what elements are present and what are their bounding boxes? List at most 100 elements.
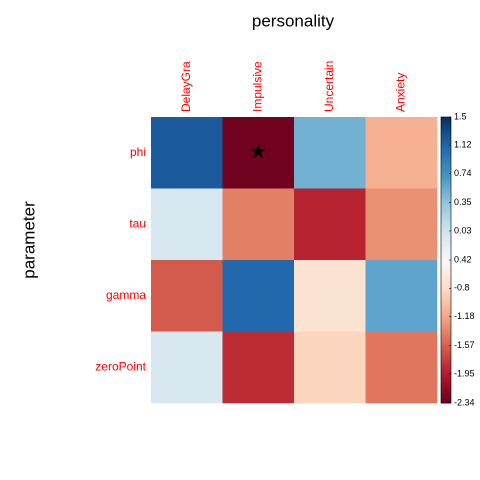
colorbar-tick-label: -0.8	[454, 283, 470, 293]
colorbar-segment	[441, 314, 451, 318]
colorbar-segment	[441, 352, 451, 356]
colorbar-segment	[441, 326, 451, 330]
colorbar-segment	[441, 255, 451, 259]
colorbar-segment	[441, 126, 451, 130]
colorbar-segment	[441, 271, 451, 275]
colorbar-segment	[441, 257, 451, 261]
colorbar-segment	[441, 167, 451, 170]
column-label: Anxiety	[393, 73, 407, 112]
colorbar-segment	[441, 124, 451, 127]
colorbar-segment	[441, 200, 451, 204]
colorbar-segment	[441, 131, 451, 135]
colorbar-segment	[441, 310, 451, 313]
colorbar-segment	[441, 360, 451, 363]
colorbar-segment	[441, 269, 451, 273]
heatmap-cell	[294, 260, 366, 332]
colorbar-segment	[441, 369, 451, 373]
colorbar-segment	[441, 193, 451, 197]
colorbar-segment	[441, 176, 451, 180]
column-label: Uncertain	[322, 61, 336, 112]
colorbar-segment	[441, 207, 451, 211]
colorbar-segment	[441, 395, 451, 399]
colorbar-segment	[441, 119, 451, 123]
heatmap-cell	[294, 188, 366, 261]
colorbar-segment	[441, 226, 451, 230]
colorbar-segment	[441, 350, 451, 354]
row-label: zeroPoint	[95, 359, 146, 373]
colorbar-segment	[441, 376, 451, 380]
colorbar-segment	[441, 400, 451, 404]
row-label: gamma	[106, 288, 146, 302]
colorbar-segment	[441, 169, 451, 173]
colorbar-segment	[441, 190, 451, 194]
colorbar-segment	[441, 221, 451, 225]
colorbar-segment	[441, 188, 451, 192]
heatmap-cell	[222, 331, 295, 404]
colorbar-segment	[441, 236, 451, 239]
colorbar-segment	[441, 338, 451, 342]
colorbar-segment	[441, 321, 451, 325]
y-axis-title: parameter	[19, 201, 38, 279]
column-label: DelayGra	[179, 61, 193, 112]
colorbar-segment	[441, 386, 451, 390]
colorbar-segment	[441, 186, 451, 189]
colorbar-segment	[441, 214, 451, 218]
colorbar-segment	[441, 288, 451, 292]
heatmap-cell	[365, 260, 438, 332]
colorbar-segment	[441, 262, 451, 266]
heatmap-cell	[151, 117, 223, 189]
colorbar-segment	[441, 388, 451, 392]
colorbar-segment	[441, 162, 451, 166]
colorbar-segment	[441, 312, 451, 316]
colorbar-segment	[441, 333, 451, 337]
colorbar-tick-label: 0.42	[454, 254, 472, 264]
colorbar-segment	[441, 224, 451, 228]
colorbar-segment	[441, 331, 451, 335]
colorbar-segment	[441, 307, 451, 311]
colorbar-segment	[441, 276, 451, 280]
colorbar-tick-label: 0.74	[454, 168, 472, 178]
colorbar-segment	[441, 217, 451, 220]
colorbar-segment	[441, 357, 451, 361]
colorbar-segment	[441, 393, 451, 397]
colorbar-tick-label: -1.18	[454, 311, 475, 321]
colorbar-segment	[441, 391, 451, 394]
heatmap-cell	[151, 188, 223, 261]
colorbar-segment	[441, 181, 451, 185]
colorbar-segment	[441, 364, 451, 368]
heatmap-cell	[222, 117, 295, 189]
colorbar-tick-label: -2.34	[454, 397, 475, 407]
colorbar-segment	[441, 341, 451, 344]
colorbar-segment	[441, 250, 451, 254]
colorbar-segment	[441, 245, 451, 249]
colorbar-segment	[441, 379, 451, 382]
heatmap-cell	[365, 117, 438, 189]
colorbar-segment	[441, 345, 451, 349]
colorbar-segment	[441, 164, 451, 168]
colorbar-segment	[441, 305, 451, 309]
colorbar-segment	[441, 343, 451, 347]
colorbar-segment	[441, 298, 451, 301]
colorbar-tick-label: 0.35	[454, 197, 472, 207]
heatmap-cell	[222, 188, 295, 261]
colorbar-segment	[441, 398, 451, 402]
colorbar-segment	[441, 128, 451, 132]
colorbar-segment	[441, 198, 451, 201]
colorbar-segment	[441, 238, 451, 242]
colorbar-tick-label: -1.57	[454, 340, 475, 350]
colorbar-segment	[441, 324, 451, 328]
colorbar-segment	[441, 155, 451, 158]
colorbar-segment	[441, 233, 451, 237]
colorbar-segment	[441, 138, 451, 142]
colorbar-segment	[441, 279, 451, 282]
colorbar-segment	[441, 286, 451, 289]
colorbar-segment	[441, 195, 451, 199]
colorbar-segment	[441, 362, 451, 366]
colorbar-segment	[441, 157, 451, 161]
colorbar-segment	[441, 174, 451, 177]
colorbar-segment	[441, 229, 451, 232]
colorbar-segment	[441, 383, 451, 387]
colorbar-tick-label: 1.5	[454, 111, 467, 121]
colorbar-tick-label: -1.95	[454, 368, 475, 378]
